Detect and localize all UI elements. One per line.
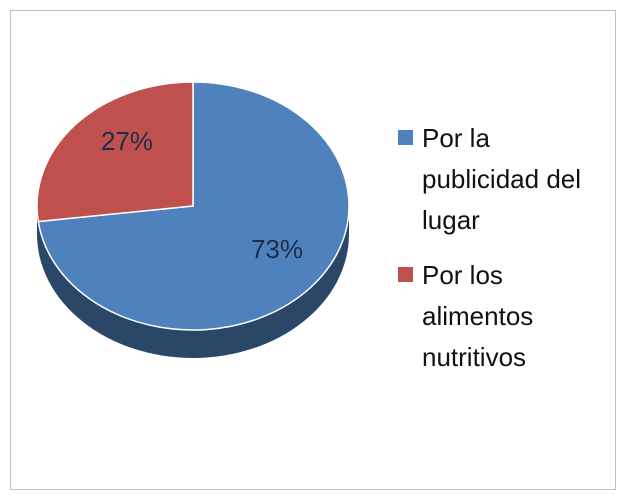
pie-side-walls	[37, 206, 349, 358]
legend-label-line: Por la	[422, 123, 490, 153]
legend-item-publicidad: Por la publicidad del lugar	[392, 118, 612, 241]
legend-label-line: lugar	[422, 205, 480, 235]
legend-label-line: Por los	[422, 260, 503, 290]
slice-label-alimentos: 27%	[101, 126, 153, 156]
pie-slice-1	[36, 81, 194, 223]
legend-swatch-blue	[398, 130, 413, 145]
legend-item-alimentos: Por los alimentos nutritivos	[392, 255, 612, 378]
pie-top-faces	[36, 81, 350, 331]
legend-label-line: nutritivos	[422, 342, 527, 372]
legend-label-line: alimentos	[422, 301, 534, 331]
legend: Por la publicidad del lugar Por los alim…	[392, 118, 612, 392]
slice-label-publicidad: 73%	[251, 234, 303, 264]
legend-swatch-red	[398, 267, 413, 282]
legend-label-line: publicidad del	[422, 164, 582, 194]
pie-side-wall	[37, 206, 349, 358]
